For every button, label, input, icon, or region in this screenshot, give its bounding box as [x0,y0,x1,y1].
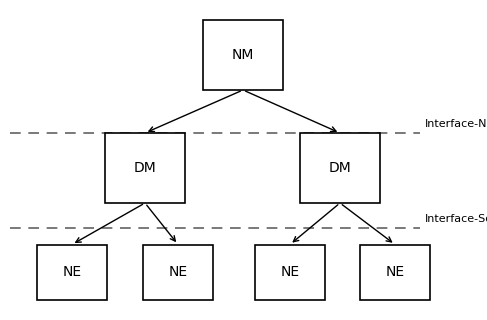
Text: NE: NE [385,265,405,279]
Bar [300,133,380,203]
Bar [37,244,107,300]
Text: NE: NE [169,265,187,279]
Bar [105,133,185,203]
Text: DM: DM [133,161,156,175]
Text: DM: DM [329,161,352,175]
Text: NE: NE [281,265,300,279]
Text: NM: NM [232,48,254,62]
Bar [255,244,325,300]
Text: NE: NE [62,265,81,279]
Bar [360,244,430,300]
Bar [203,20,283,90]
Text: Interface-South: Interface-South [425,214,487,224]
Bar [143,244,213,300]
Text: Interface-North: Interface-North [425,119,487,129]
